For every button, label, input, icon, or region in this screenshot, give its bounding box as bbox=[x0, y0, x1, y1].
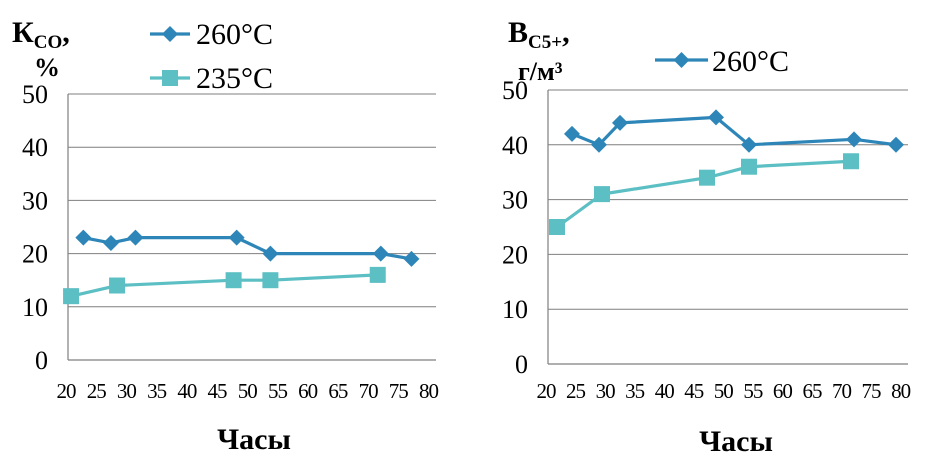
y-axis-label: BC5+, bbox=[508, 16, 570, 53]
y-axis-label-suffix: , bbox=[562, 16, 570, 49]
x-tick-label: 35 bbox=[625, 379, 645, 403]
data-point bbox=[75, 229, 92, 246]
y-axis-label-main: B bbox=[508, 16, 528, 49]
y-tick-label: 0 bbox=[515, 350, 528, 379]
data-point bbox=[564, 125, 580, 142]
chart-1: 0 10 20 30 40 50 20 25 30 35 40 45 50 55 60 65 70 75 80 Час… bbox=[12, 16, 439, 456]
x-tick-label: 20 bbox=[537, 379, 557, 403]
x-tick-label: 55 bbox=[743, 379, 763, 403]
x-tick-label: 25 bbox=[87, 379, 107, 403]
x-tick-label: 60 bbox=[298, 379, 318, 403]
data-point bbox=[127, 229, 144, 246]
data-point bbox=[109, 277, 126, 294]
x-tick-label: 60 bbox=[773, 379, 793, 403]
x-tick-label: 75 bbox=[389, 379, 409, 403]
y-tick-label: 10 bbox=[22, 293, 48, 322]
y-tick-label: 50 bbox=[502, 76, 528, 105]
x-tick-label: 40 bbox=[177, 379, 197, 403]
x-tick-label: 45 bbox=[208, 379, 228, 403]
x-tick-label: 20 bbox=[57, 379, 77, 403]
y-axis-label: КCO, bbox=[12, 16, 70, 53]
x-tick-label: 70 bbox=[359, 379, 379, 403]
data-point bbox=[102, 234, 119, 251]
data-point bbox=[591, 136, 607, 153]
x-tick-label: 50 bbox=[714, 379, 734, 403]
data-point bbox=[612, 114, 628, 131]
y-tick-label: 30 bbox=[502, 186, 528, 215]
x-tick-label: 80 bbox=[891, 379, 911, 403]
legend-marker bbox=[162, 70, 178, 86]
data-point bbox=[708, 109, 724, 126]
y-axis-label-sub: CO bbox=[34, 32, 63, 53]
data-point bbox=[843, 153, 859, 170]
legend-label: 260°C bbox=[712, 45, 789, 78]
data-point bbox=[699, 169, 715, 186]
x-tick-label: 30 bbox=[117, 379, 137, 403]
x-tick-label: 80 bbox=[419, 379, 439, 403]
data-point bbox=[225, 272, 242, 289]
data-point bbox=[594, 186, 610, 203]
x-tick-label: 35 bbox=[147, 379, 167, 403]
y-tick-label: 20 bbox=[502, 240, 528, 269]
y-tick-label: 50 bbox=[22, 80, 48, 109]
x-tick-label: 65 bbox=[328, 379, 348, 403]
data-point bbox=[228, 229, 245, 246]
x-axis-label: Часы bbox=[699, 425, 773, 457]
y-axis-label-main: К bbox=[12, 16, 34, 49]
data-point bbox=[846, 131, 862, 148]
y-tick-label: 10 bbox=[502, 295, 528, 324]
x-tick-label: 40 bbox=[655, 379, 675, 403]
legend-label: 260°C bbox=[196, 18, 273, 51]
x-axis-label: Часы bbox=[217, 423, 291, 456]
legend-label: 235°C bbox=[196, 62, 273, 95]
y-tick-label: 40 bbox=[502, 131, 528, 160]
data-point bbox=[262, 272, 279, 289]
data-point bbox=[262, 245, 279, 262]
data-point bbox=[369, 266, 386, 283]
x-tick-label: 45 bbox=[684, 379, 704, 403]
y-axis-unit: г/м³ bbox=[518, 57, 563, 86]
y-tick-label: 40 bbox=[22, 133, 48, 162]
x-tick-label: 25 bbox=[566, 379, 586, 403]
y-axis-label-sub: C5+ bbox=[528, 32, 562, 53]
y-tick-label: 20 bbox=[22, 240, 48, 269]
x-tick-label: 50 bbox=[238, 379, 258, 403]
legend-marker bbox=[162, 26, 178, 42]
x-tick-label: 75 bbox=[862, 379, 882, 403]
x-tick-label: 30 bbox=[596, 379, 616, 403]
x-tick-label: 65 bbox=[802, 379, 822, 403]
chart-2: 0 10 20 30 40 50 20 25 30 35 40 45 50 55 60 65 70 75 80 Час… bbox=[502, 16, 912, 457]
y-axis-label-suffix: , bbox=[62, 16, 70, 49]
x-tick-label: 55 bbox=[268, 379, 288, 403]
data-point bbox=[741, 158, 757, 175]
y-tick-label: 0 bbox=[35, 346, 48, 375]
data-point bbox=[741, 136, 757, 153]
y-tick-label: 30 bbox=[22, 186, 48, 215]
y-axis-unit: % bbox=[34, 53, 60, 82]
x-tick-label: 70 bbox=[832, 379, 852, 403]
data-point bbox=[888, 136, 904, 153]
data-point bbox=[63, 288, 80, 305]
data-point bbox=[403, 250, 420, 267]
data-point bbox=[549, 219, 565, 235]
data-point bbox=[372, 245, 389, 262]
legend-marker bbox=[673, 52, 690, 68]
